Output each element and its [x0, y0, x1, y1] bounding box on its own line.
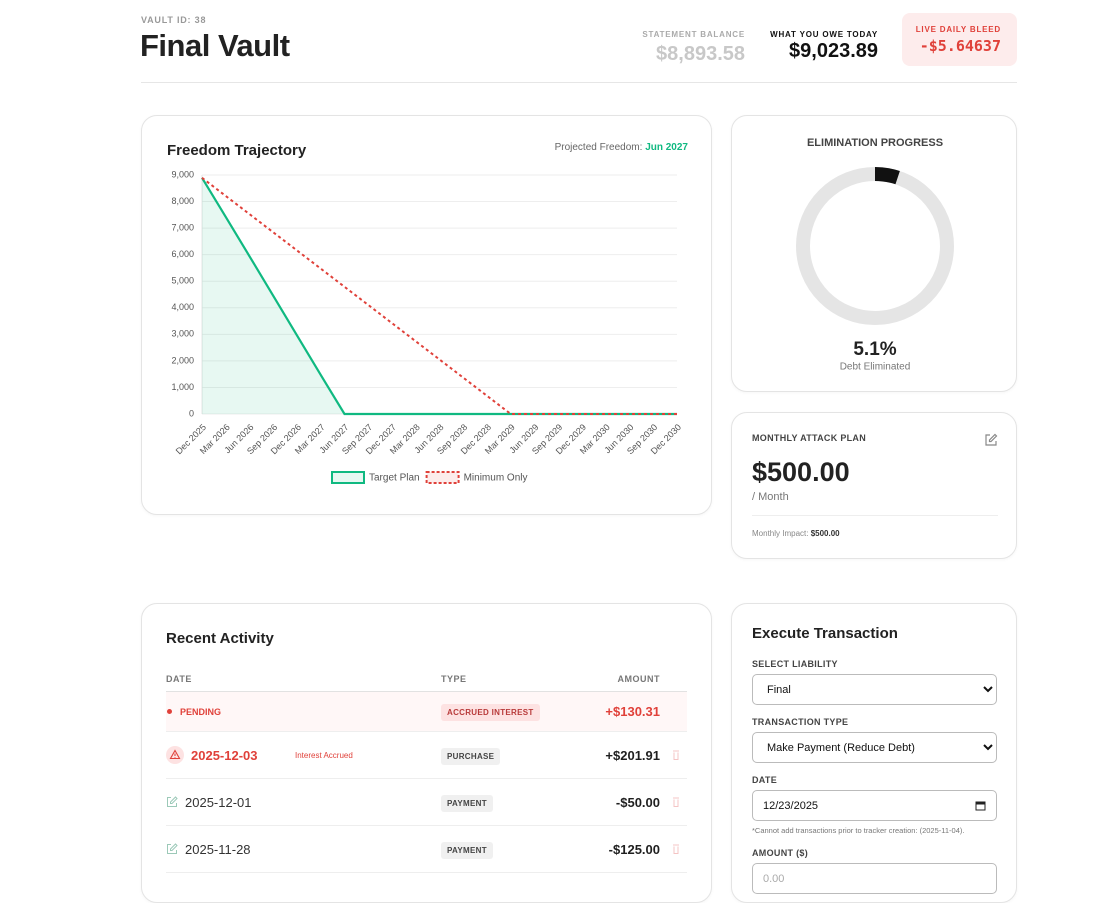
y-tick-label: 0 — [189, 408, 194, 418]
date-cell: 2025-11-28 — [166, 842, 441, 857]
impact-label: Monthly Impact: — [752, 529, 809, 538]
projected-value: Jun 2027 — [645, 142, 688, 153]
type-label: TRANSACTION TYPE — [752, 717, 849, 727]
statement-value: $8,893.58 — [656, 43, 745, 65]
area — [202, 177, 677, 414]
legend-label: Target Plan — [369, 473, 420, 484]
bleed-box: LIVE DAILY BLEED -$5.64637 — [902, 13, 1017, 66]
y-tick-label: 8,000 — [171, 196, 194, 206]
impact-value: $500.00 — [810, 529, 840, 538]
y-tick-label: 7,000 — [171, 222, 194, 232]
line — [201, 177, 677, 415]
date-cell: 2025-12-01 — [166, 795, 441, 810]
impact: Monthly Impact: $500.00 — [752, 529, 840, 538]
row-type: PAYMENT — [441, 794, 493, 812]
statement-label: STATEMENT BALANCE — [642, 30, 745, 39]
progress-card: ELIMINATION PROGRESS 5.1% Debt Eliminate… — [731, 115, 1017, 392]
amount-label: AMOUNT ($) — [752, 848, 808, 858]
row-type: PURCHASE — [441, 747, 501, 765]
liability-label: SELECT LIABILITY — [752, 659, 838, 669]
progress-title: ELIMINATION PROGRESS — [807, 137, 943, 149]
owe-value: $9,023.89 — [789, 40, 878, 62]
row-date: 2025-12-03 — [191, 747, 258, 763]
progress-caption: Debt Eliminated — [840, 362, 911, 373]
attack-period: / Month — [752, 491, 789, 503]
legend-label: Minimum Only — [464, 473, 528, 484]
amount-input[interactable]: 0.00 — [752, 863, 997, 894]
table-header: DATE TYPE AMOUNT — [166, 666, 687, 692]
table-row: 2025-12-01 PAYMENT -$50.00 — [166, 779, 687, 826]
progress-value: 5.1% — [853, 339, 896, 360]
trajectory-card: Freedom Trajectory Projected Freedom: Ju… — [141, 115, 712, 515]
legend-swatch — [425, 471, 460, 484]
warning-icon — [166, 746, 184, 764]
activity-card: Recent Activity DATE TYPE AMOUNT PENDING… — [141, 603, 712, 903]
row-type: PAYMENT — [441, 841, 493, 859]
table-row: 2025-11-28 PAYMENT -$125.00 — [166, 826, 687, 873]
col-type: TYPE — [441, 673, 467, 684]
delete-icon[interactable] — [660, 749, 687, 761]
transaction-title: Execute Transaction — [752, 625, 898, 642]
date-value: 12/23/2025 — [763, 799, 819, 812]
activity-title: Recent Activity — [166, 630, 274, 647]
row-date: 2025-11-28 — [185, 841, 251, 857]
row-amount: -$125.00 — [608, 841, 660, 857]
page: VAULT ID: 38 Final Vault STATEMENT BALAN… — [140, 13, 1017, 903]
row-date: PENDING — [180, 706, 222, 717]
progress-ring: ELIMINATION PROGRESS 5.1% Debt Eliminate… — [796, 137, 954, 373]
liability-select[interactable]: Final — [752, 674, 997, 705]
vault-id: VAULT ID: 38 — [141, 15, 207, 25]
date-label: DATE — [752, 775, 778, 785]
y-tick-label: 1,000 — [171, 382, 194, 392]
row-date: 2025-12-01 — [185, 794, 252, 810]
calendar-icon[interactable] — [975, 800, 986, 811]
edit-icon[interactable] — [166, 796, 178, 808]
attack-card: MONTHLY ATTACK PLAN $500.00 / Month Mont… — [731, 412, 1017, 559]
progress-arc — [796, 167, 954, 325]
pending-cell: PENDING — [166, 707, 441, 717]
y-tick-label: 4,000 — [171, 302, 194, 312]
date-cell: 2025-12-03 Interest Accrued — [166, 746, 441, 764]
attack-amount: $500.00 — [752, 457, 850, 487]
ring-track — [796, 167, 954, 325]
y-tick-label: 2,000 — [171, 355, 194, 365]
delete-icon[interactable] — [660, 843, 687, 855]
y-tick-label: 3,000 — [171, 329, 194, 339]
table-row: 2025-12-03 Interest Accrued PURCHASE +$2… — [166, 732, 687, 779]
y-tick-label: 9,000 — [171, 169, 194, 179]
edit-icon[interactable] — [166, 843, 178, 855]
col-date: DATE — [166, 673, 192, 684]
legend-swatch — [331, 471, 365, 484]
projected: Projected Freedom: Jun 2027 — [555, 142, 689, 153]
chart: Freedom Trajectory Projected Freedom: Ju… — [167, 142, 689, 484]
delete-icon[interactable] — [660, 796, 687, 808]
type-select[interactable]: Make Payment (Reduce Debt) — [752, 732, 997, 763]
row-amount: +$201.91 — [605, 747, 660, 763]
col-amount: AMOUNT — [617, 673, 660, 684]
chart-title: Freedom Trajectory — [167, 142, 307, 159]
divider — [141, 82, 1017, 83]
row-amount: +$130.31 — [605, 704, 660, 719]
pending-dot — [167, 709, 172, 714]
owe-label: WHAT YOU OWE TODAY — [770, 30, 878, 39]
row-note: Interest Accrued — [295, 750, 353, 760]
row-amount: -$50.00 — [615, 794, 660, 810]
y-tick-label: 5,000 — [171, 276, 194, 286]
row-type: ACCRUED INTEREST — [441, 704, 540, 721]
date-input[interactable]: 12/23/2025 — [752, 790, 997, 821]
projected-label: Projected Freedom: — [555, 142, 643, 153]
vault-title: Final Vault — [140, 28, 290, 63]
attack-title: MONTHLY ATTACK PLAN — [752, 433, 867, 443]
divider — [752, 515, 998, 516]
amount-placeholder: 0.00 — [763, 872, 785, 885]
table-row: PENDING ACCRUED INTEREST +$130.31 — [166, 692, 687, 732]
edit-icon[interactable] — [984, 433, 998, 447]
bleed-label: LIVE DAILY BLEED — [915, 25, 1001, 34]
bleed-value: -$5.64637 — [919, 37, 1001, 55]
date-note: *Cannot add transactions prior to tracke… — [752, 826, 965, 835]
transaction-card: Execute Transaction SELECT LIABILITY Fin… — [731, 603, 1017, 903]
y-tick-label: 6,000 — [171, 249, 194, 259]
